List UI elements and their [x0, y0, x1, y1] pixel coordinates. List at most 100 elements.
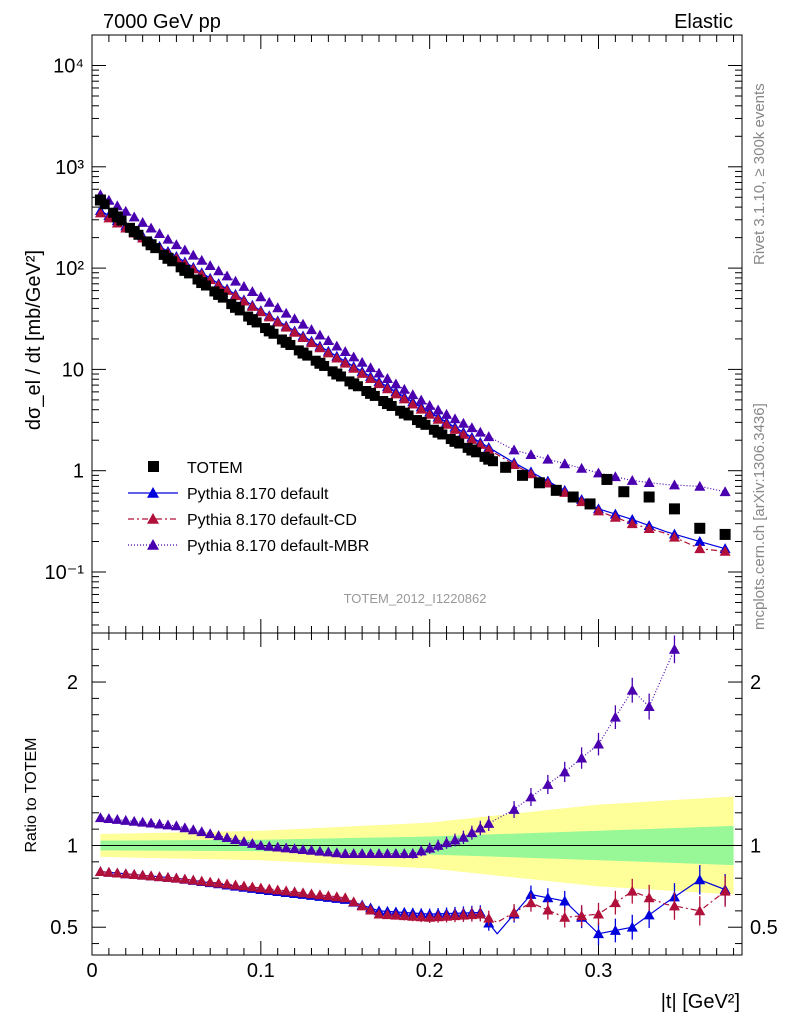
ratio-marker: [305, 888, 317, 899]
ratio-marker: [137, 816, 149, 827]
series-marker: [432, 413, 444, 424]
ratio-marker: [162, 871, 174, 882]
series-marker: [297, 332, 309, 342]
ratio-marker: [483, 912, 495, 923]
series-marker: [576, 496, 588, 507]
ratio-marker: [373, 908, 385, 919]
totem-marker: [437, 429, 448, 440]
ratio-marker: [398, 848, 410, 859]
series-marker: [246, 286, 258, 297]
ratio-marker: [592, 738, 604, 749]
ratio-marker: [508, 804, 520, 814]
series-marker: [263, 296, 275, 307]
totem-marker: [285, 340, 296, 351]
totem-marker: [428, 424, 439, 435]
series-marker: [246, 300, 258, 311]
totem-marker: [618, 486, 630, 498]
y-tick-label: 10⁻¹: [45, 562, 85, 584]
series-marker: [407, 389, 419, 400]
ratio-marker: [466, 827, 478, 838]
series-marker: [373, 367, 385, 378]
series-marker: [238, 280, 250, 291]
series-marker: [668, 479, 680, 490]
ratio-marker: [137, 869, 149, 880]
ratio-marker: [694, 905, 706, 916]
totem-marker: [395, 405, 406, 416]
ratio-marker: [272, 841, 284, 852]
ratio-marker: [339, 848, 351, 859]
ratio-marker: [719, 885, 731, 896]
x-tick-label: 0.2: [416, 960, 444, 982]
totem-marker: [133, 229, 144, 240]
ratio-marker: [365, 848, 377, 859]
totem-marker: [471, 447, 482, 458]
series-marker: [322, 335, 334, 346]
ratio-marker: [230, 879, 242, 890]
ratio-marker: [626, 684, 638, 695]
series-marker: [348, 362, 360, 373]
ratio-marker: [609, 924, 621, 935]
legend-marker: [148, 461, 159, 472]
ratio-marker: [415, 845, 427, 856]
series-marker: [592, 467, 604, 478]
totem-marker: [158, 249, 169, 260]
series-marker: [508, 444, 520, 455]
legend-label: Pythia 8.170 default: [187, 486, 329, 503]
ratio-marker: [179, 822, 191, 833]
ratio-marker: [111, 814, 123, 824]
series-marker: [280, 307, 292, 318]
series-marker: [280, 321, 292, 332]
ratio-marker: [322, 890, 334, 901]
totem-marker: [276, 334, 287, 345]
series-marker: [272, 302, 284, 313]
series-marker: [213, 265, 225, 276]
totem-marker: [108, 207, 119, 218]
series-marker: [432, 404, 444, 415]
ratio-marker: [424, 842, 436, 853]
ratio-marker: [238, 836, 250, 846]
series-marker: [179, 244, 191, 255]
totem-marker: [310, 355, 321, 366]
ratio-marker: [398, 910, 410, 921]
totem-marker: [302, 350, 313, 361]
ratio-marker: [128, 869, 140, 879]
series-marker: [322, 347, 334, 358]
totem-marker: [479, 451, 490, 462]
ratio-marker: [289, 843, 301, 854]
main-y-axis-title: dσ_el / dt [mb/GeV²]: [23, 250, 45, 430]
totem-marker: [550, 484, 562, 496]
series-marker: [365, 362, 377, 373]
series-marker: [525, 468, 537, 479]
series-marker: [170, 239, 182, 250]
ratio-marker: [255, 839, 267, 850]
totem-marker: [116, 215, 127, 226]
series-marker: [305, 337, 317, 348]
totem-marker: [445, 434, 456, 445]
series-marker: [373, 378, 385, 389]
series-marker: [643, 523, 655, 533]
series-marker: [356, 367, 368, 378]
totem-marker: [293, 345, 304, 356]
ratio-marker: [643, 701, 655, 711]
totem-marker: [200, 280, 211, 291]
series-marker: [643, 477, 655, 487]
main-panel: 10⁻¹ 1 10 10² 10³ 10⁴: [45, 34, 742, 633]
series-marker: [668, 531, 680, 542]
series-marker: [626, 518, 638, 529]
ratio-marker: [297, 887, 309, 898]
totem-marker: [184, 268, 195, 279]
y-tick-label: 1: [73, 461, 84, 483]
series-marker: [339, 346, 351, 356]
series-marker: [221, 270, 233, 281]
ratio-marker: [348, 848, 360, 859]
series-line: [100, 194, 726, 493]
totem-marker: [327, 366, 338, 377]
y-tick-label: 10⁴: [53, 55, 84, 77]
ratio-marker: [356, 848, 368, 859]
ratio-marker: [643, 892, 655, 903]
series-marker: [390, 378, 402, 389]
series-marker: [230, 275, 242, 286]
ratio-marker: [466, 909, 478, 920]
totem-marker: [369, 390, 380, 401]
rivet-label: Rivet 3.1.10, ≥ 300k events: [751, 83, 768, 265]
